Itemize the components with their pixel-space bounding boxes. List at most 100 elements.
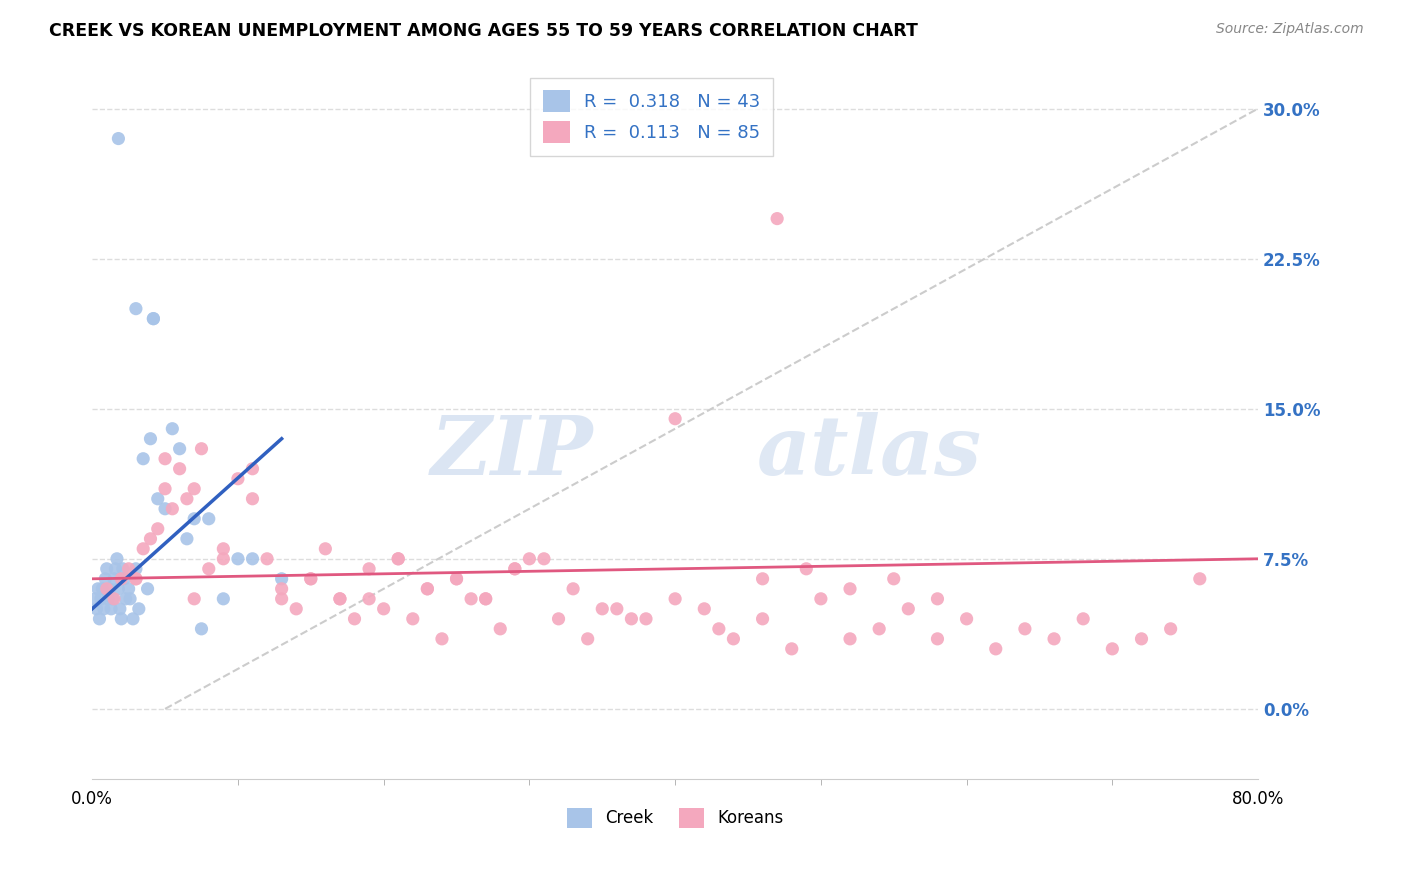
Point <box>190 442 212 456</box>
Point <box>927 591 949 606</box>
Point <box>153 482 176 496</box>
Point <box>1014 622 1036 636</box>
Point <box>606 602 628 616</box>
Point <box>112 572 135 586</box>
Point <box>285 602 308 616</box>
Point <box>120 591 142 606</box>
Point <box>86 602 108 616</box>
Point <box>100 602 122 616</box>
Point <box>474 591 496 606</box>
Point <box>104 562 127 576</box>
Point <box>1043 632 1066 646</box>
Point <box>136 582 159 596</box>
Point <box>114 591 136 606</box>
Point <box>1130 632 1153 646</box>
Point <box>794 562 817 576</box>
Point <box>84 591 107 606</box>
Point <box>96 562 118 576</box>
Point <box>839 632 862 646</box>
Point <box>176 532 198 546</box>
Point <box>314 541 336 556</box>
Point <box>111 562 134 576</box>
Point <box>430 632 453 646</box>
Point <box>176 491 198 506</box>
Point <box>110 612 132 626</box>
Point <box>256 551 278 566</box>
Point <box>169 442 191 456</box>
Point <box>810 591 832 606</box>
Point <box>90 591 112 606</box>
Point <box>110 572 132 586</box>
Point <box>664 411 686 425</box>
Point <box>153 501 176 516</box>
Text: ZIP: ZIP <box>430 412 593 492</box>
Point <box>242 461 264 475</box>
Point <box>125 572 148 586</box>
Point <box>93 602 115 616</box>
Point <box>183 482 205 496</box>
Point <box>329 591 352 606</box>
Point <box>117 582 139 596</box>
Point <box>1188 572 1211 586</box>
Point <box>416 582 439 596</box>
Point <box>139 532 162 546</box>
Point <box>547 612 569 626</box>
Point <box>226 551 249 566</box>
Point <box>107 131 129 145</box>
Point <box>329 591 352 606</box>
Point <box>97 591 120 606</box>
Point <box>212 591 235 606</box>
Point <box>108 602 131 616</box>
Text: CREEK VS KOREAN UNEMPLOYMENT AMONG AGES 55 TO 59 YEARS CORRELATION CHART: CREEK VS KOREAN UNEMPLOYMENT AMONG AGES … <box>49 22 918 40</box>
Point <box>125 301 148 316</box>
Point <box>664 591 686 606</box>
Point <box>197 562 219 576</box>
Point <box>984 641 1007 656</box>
Point <box>576 632 599 646</box>
Point <box>242 491 264 506</box>
Point <box>190 622 212 636</box>
Point <box>416 582 439 596</box>
Point <box>868 622 890 636</box>
Point <box>91 582 114 596</box>
Point <box>359 562 381 576</box>
Point <box>101 591 124 606</box>
Point <box>359 591 381 606</box>
Point <box>387 551 409 566</box>
Point <box>107 582 129 596</box>
Point <box>489 622 512 636</box>
Point <box>139 432 162 446</box>
Point <box>169 461 191 475</box>
Point <box>343 612 366 626</box>
Point <box>103 591 125 606</box>
Point <box>751 572 773 586</box>
Point <box>242 551 264 566</box>
Point <box>780 641 803 656</box>
Point <box>96 582 118 596</box>
Point <box>197 512 219 526</box>
Point <box>212 541 235 556</box>
Point <box>270 591 292 606</box>
Point <box>474 591 496 606</box>
Point <box>212 551 235 566</box>
Point <box>723 632 745 646</box>
Point <box>183 591 205 606</box>
Point <box>153 451 176 466</box>
Point <box>132 451 155 466</box>
Point <box>125 572 148 586</box>
Point <box>839 582 862 596</box>
Text: atlas: atlas <box>756 412 981 492</box>
Point <box>162 501 184 516</box>
Point <box>270 582 292 596</box>
Point <box>460 591 482 606</box>
Point <box>132 541 155 556</box>
Point <box>766 211 789 226</box>
Point <box>142 311 165 326</box>
Point <box>707 622 730 636</box>
Point <box>105 551 128 566</box>
Point <box>89 612 111 626</box>
Legend: Creek, Koreans: Creek, Koreans <box>561 801 790 835</box>
Point <box>897 602 920 616</box>
Point <box>634 612 657 626</box>
Point <box>117 562 139 576</box>
